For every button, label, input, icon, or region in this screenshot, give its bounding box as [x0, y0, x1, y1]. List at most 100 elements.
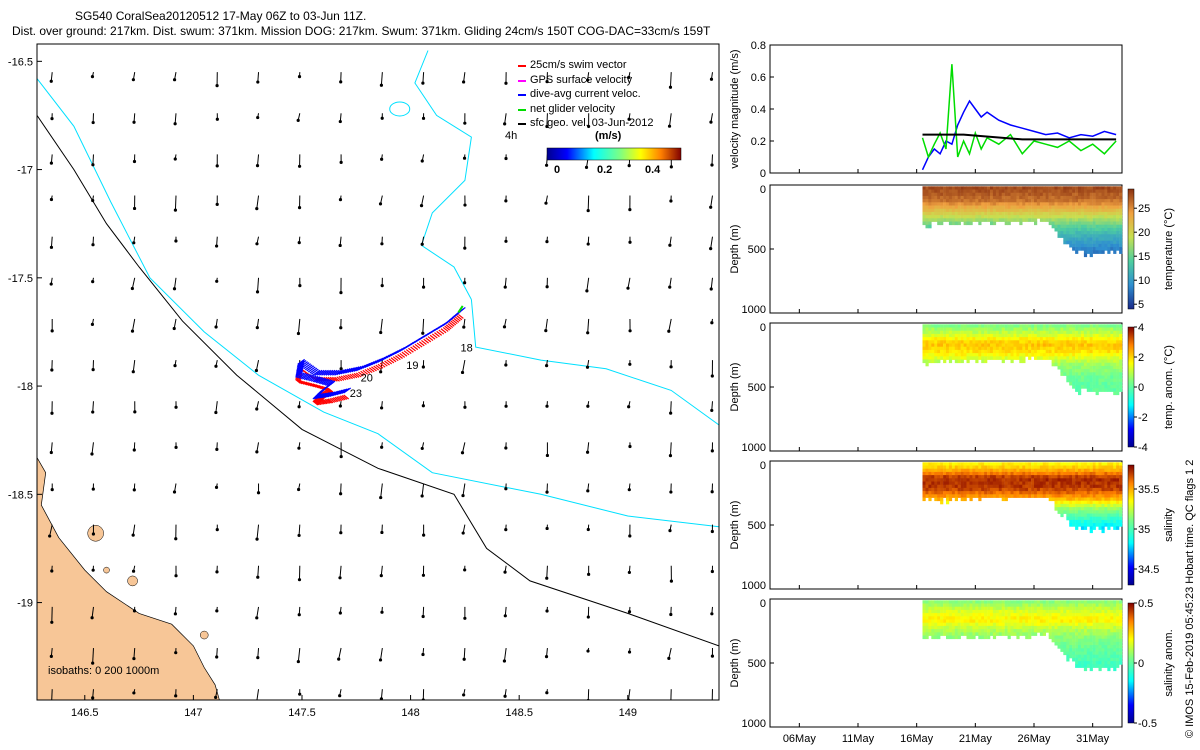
colorbar-units: (m/s): [595, 130, 622, 142]
isobath-label: isobaths: 0 200 1000m: [48, 665, 160, 677]
sal_anom-cb-tick-2: -0.5: [1138, 718, 1157, 730]
temperature-ylabel: Depth (m): [729, 225, 741, 274]
island-2: [199, 630, 209, 640]
temperature-cb-tick-2: 15: [1138, 251, 1150, 263]
speed-colorbar: [546, 147, 682, 161]
temp_anom-cb-label: temp. anom. (°C): [1163, 345, 1175, 429]
sal_anom-ylabel: Depth (m): [729, 639, 741, 688]
isobath-200m: [37, 78, 719, 528]
velocity-y-tick-2: 0.4: [751, 104, 766, 116]
day-label-2: 20: [361, 373, 373, 385]
temperature-cb-tick-1: 20: [1138, 227, 1150, 239]
isobath-1000m: [37, 115, 719, 647]
map-y-tick-1: -17: [17, 165, 33, 177]
temperature-panel: 0 500 1000 Depth (m) 25 20 15 10 5 temperature (°…: [729, 184, 1175, 316]
salinity-cb-tick-1: 35: [1138, 524, 1150, 536]
temp_anom-y-tick-2: 1000: [742, 442, 766, 454]
salinity-y-tick-1: 500: [748, 520, 766, 532]
day-label-0: 18: [461, 342, 473, 354]
sal_anom-y-tick-0: 0: [760, 598, 766, 610]
map-x-tick-3: 148: [401, 707, 419, 719]
isobath-200m-north: [414, 50, 472, 300]
map-y-tick-2: -17.5: [8, 273, 33, 285]
map-y-tick-0: -16.5: [8, 56, 33, 68]
temperature-cb-label: temperature (°C): [1163, 208, 1175, 290]
salinity-y-tick-2: 1000: [742, 580, 766, 592]
temperature-y-tick-1: 500: [748, 244, 766, 256]
map-legend: 25cm/s swim vector GPS surface velocity …: [518, 58, 654, 131]
map-panel: 18 19 20 23 146.5 147 147.5 148 148.5 149 -16.5 -17…: [8, 43, 720, 719]
salinity-ylabel: Depth (m): [729, 501, 741, 550]
legend-entry-geo-vel: sfc geo. vel. 03-Jun-2012: [518, 116, 654, 131]
temperature-section: [922, 186, 1123, 258]
sal_anom-y-tick-1: 500: [748, 658, 766, 670]
sal_anom-colorbar: [1127, 602, 1135, 724]
velocity-series-2: [922, 133, 1117, 141]
geo-velocity-arrows: [48, 72, 715, 700]
x-tick-4: 26May: [1017, 733, 1051, 745]
legend-entry-swim: 25cm/s swim vector: [518, 58, 654, 73]
map-x-tick-5: 149: [619, 707, 637, 719]
sal_anom-section: [922, 600, 1123, 672]
time-label: 4h: [505, 130, 518, 142]
glider-track: [295, 305, 466, 406]
velocity-y-tick-0: 0: [760, 168, 766, 180]
colorbar-tick-2: 0.4: [645, 164, 661, 176]
day-label-3: 23: [350, 388, 362, 400]
temp_anom-panel: 0 500 1000 Depth (m) 4 2 0 -2 -4 temp. anom. (°C): [729, 322, 1175, 454]
velocity-series-1: [921, 64, 1117, 160]
velocity-panel: [769, 44, 1123, 174]
colorbar-tick-0: 0: [554, 164, 561, 176]
temperature-cb-tick-4: 5: [1138, 299, 1144, 311]
temperature-y-tick-2: 1000: [742, 304, 766, 316]
temp_anom-cb-tick-1: 2: [1138, 352, 1144, 364]
velocity-y-tick-3: 0.6: [751, 72, 766, 84]
velocity-y-tick-1: 0.2: [751, 136, 766, 148]
sal_anom-cb-tick-0: 0.5: [1138, 598, 1153, 610]
temp_anom-cb-tick-0: 4: [1138, 322, 1144, 334]
chart-title-line1: SG540 CoralSea20120512 17-May 06Z to 03-…: [75, 9, 367, 23]
temperature-cb-tick-0: 25: [1138, 203, 1150, 215]
x-tick-5: 31May: [1076, 733, 1110, 745]
x-tick-1: 11May: [842, 733, 875, 745]
temp_anom-ylabel: Depth (m): [729, 363, 741, 412]
x-tick-3: 21May: [959, 733, 993, 745]
sal_anom-y-tick-2: 1000: [742, 718, 766, 730]
temperature-cb-tick-3: 10: [1138, 275, 1150, 287]
map-y-tick-4: -18.5: [8, 489, 33, 501]
day-label-1: 19: [406, 360, 418, 372]
temp_anom-y-tick-1: 500: [748, 382, 766, 394]
isobath-200m-shelf: [470, 299, 719, 426]
map-x-tick-4: 148.5: [505, 707, 533, 719]
map-y-tick-5: -19: [17, 598, 33, 610]
track-end: [457, 305, 464, 314]
map-x-tick-0: 146.5: [71, 707, 99, 719]
temp_anom-cb-tick-3: -2: [1138, 412, 1148, 424]
x-tick-2: 16May: [900, 733, 934, 745]
map-x-tick-2: 147.5: [288, 707, 316, 719]
map-frame: [36, 43, 720, 701]
sal_anom-panel: 0 500 1000 Depth (m) 0.5 0 -0.5 salinity anom. 0…: [729, 598, 1175, 745]
map-x-tick-1: 147: [184, 707, 202, 719]
reef-contour: [389, 101, 411, 117]
salinity-cb-tick-0: 35.5: [1138, 484, 1159, 496]
island-3: [103, 566, 110, 574]
temp_anom-cb-tick-2: 0: [1138, 382, 1144, 394]
temp_anom-colorbar: [1127, 326, 1135, 448]
map-y-tick-3: -18: [17, 381, 33, 393]
chart-title-line2: Dist. over ground: 217km. Dist. swum: 37…: [12, 24, 711, 38]
velocity-ylabel: velocity magnitude (m/s): [729, 49, 741, 168]
temperature-colorbar: [1127, 188, 1135, 310]
legend-entry-gps: GPS surface velocity: [518, 73, 654, 88]
temp_anom-y-tick-0: 0: [760, 322, 766, 334]
sal_anom-cb-label: salinity anom.: [1163, 629, 1175, 696]
velocity-y-tick-4: 0.8: [751, 40, 766, 52]
colorbar-tick-1: 0.2: [597, 164, 613, 176]
sal_anom-cb-tick-1: 0: [1138, 658, 1144, 670]
salinity-y-tick-0: 0: [760, 460, 766, 472]
salinity-cb-label: salinity: [1163, 508, 1175, 542]
temp_anom-cb-tick-4: -4: [1138, 442, 1148, 454]
salinity-section: [922, 462, 1123, 534]
